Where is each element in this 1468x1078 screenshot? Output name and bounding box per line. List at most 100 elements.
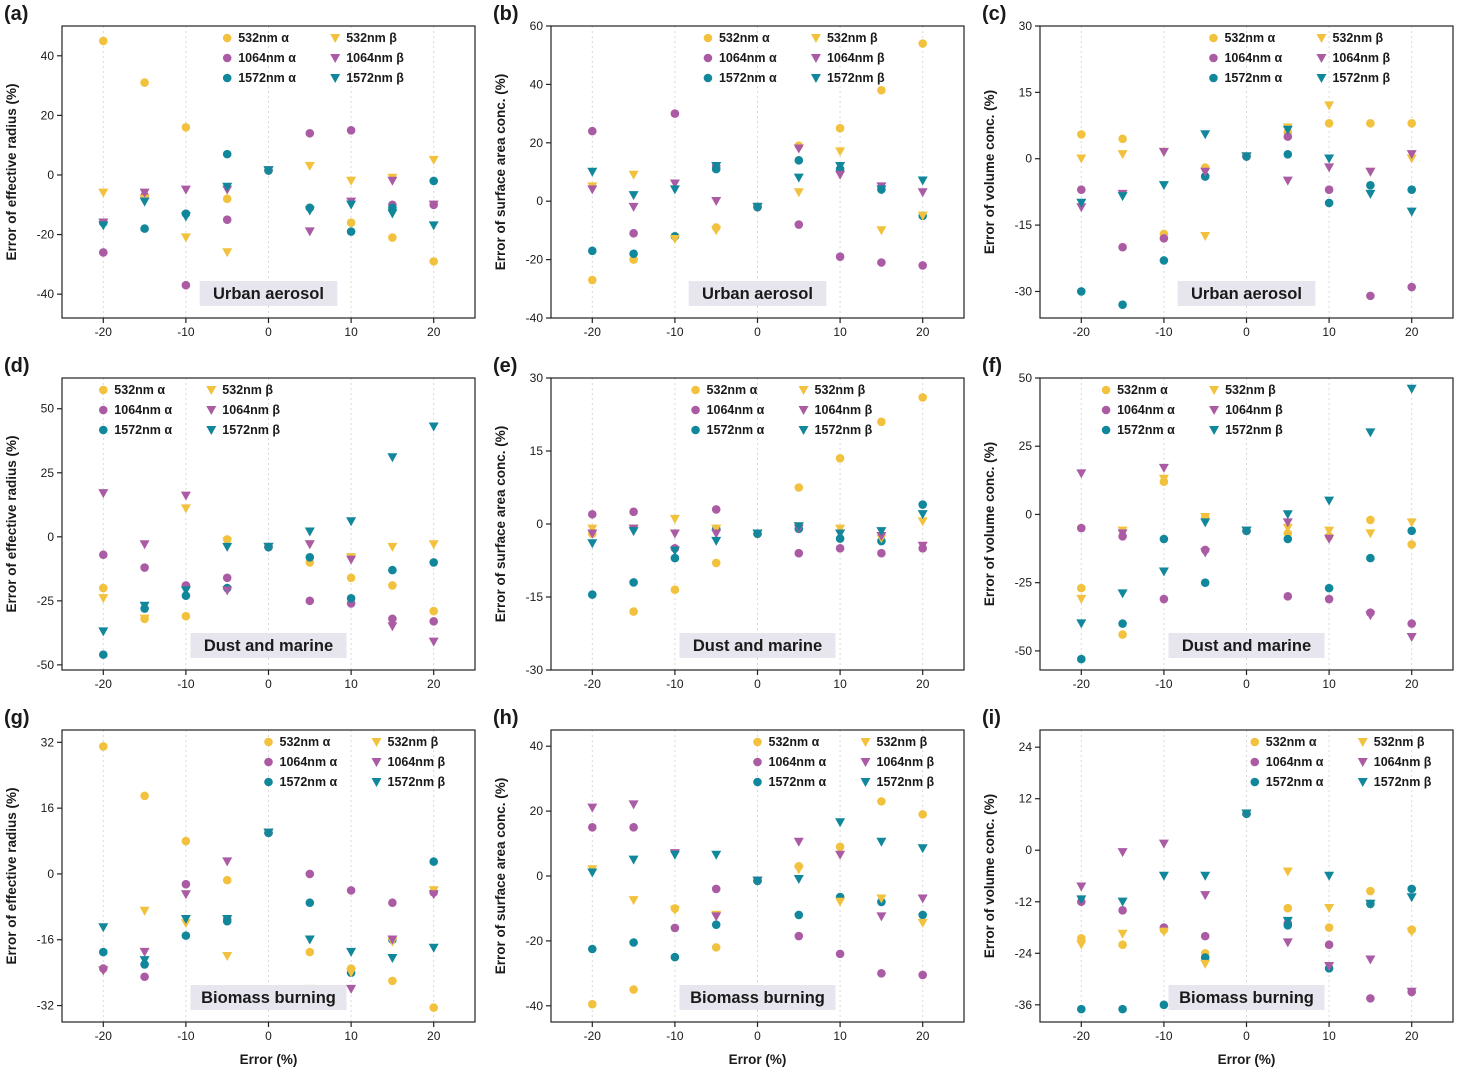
panel-title: Biomass burning — [679, 985, 836, 1010]
data-point — [1200, 959, 1211, 969]
legend-label: 1572nm α — [719, 71, 777, 85]
data-point — [835, 949, 845, 959]
data-point — [428, 943, 439, 953]
data-point — [1324, 198, 1334, 208]
data-point — [180, 586, 191, 596]
x-tick-label: -10 — [666, 325, 684, 339]
y-tick-label: 40 — [41, 49, 55, 63]
data-point — [1406, 150, 1417, 160]
data-point — [918, 261, 927, 270]
data-point — [428, 422, 439, 432]
chart-svg: -20 -10 0 10 20 -36 -24 -12 0 12 24 Error of volume… — [982, 707, 1454, 1067]
gridlines — [591, 730, 924, 1022]
panel-a: -20 -10 0 10 20 -40 -20 0 20 40 Error of effective… — [0, 0, 489, 352]
data-point — [835, 123, 845, 133]
legend-marker-circle — [703, 33, 713, 43]
data-point — [429, 606, 439, 616]
data-point — [876, 531, 887, 541]
x-tick-label: 10 — [344, 325, 358, 339]
data-point — [428, 221, 439, 231]
x-tick-label: 20 — [916, 677, 930, 691]
data-point — [1118, 134, 1127, 144]
legend-marker-triangle — [798, 386, 809, 395]
panel-label: (f) — [982, 355, 1002, 377]
data-point — [1076, 619, 1087, 629]
data-point — [629, 607, 638, 616]
data-point — [876, 894, 887, 904]
y-axis-label: Error of effective radius (%) — [4, 435, 19, 612]
data-point — [1077, 1004, 1086, 1014]
data-point — [588, 590, 597, 599]
data-point — [1324, 101, 1335, 111]
data-point — [711, 850, 722, 860]
data-point — [669, 546, 680, 556]
data-point — [1407, 119, 1416, 128]
data-point — [794, 910, 804, 920]
data-point — [1407, 185, 1416, 194]
data-point — [835, 252, 845, 261]
x-tick-label: -20 — [1073, 325, 1091, 339]
legend-label: 1572nm β — [1374, 775, 1432, 789]
y-axis-label: Error of volume conc. (%) — [982, 794, 997, 958]
data-point — [669, 185, 680, 195]
data-point — [1117, 929, 1128, 939]
data-point — [99, 583, 108, 593]
data-point — [1406, 207, 1417, 217]
data-point — [1283, 150, 1293, 159]
data-point — [180, 890, 191, 900]
panel-d: -20 -10 0 10 20 -50 -25 0 25 50 Error of effective… — [0, 352, 489, 704]
y-tick-label: -36 — [1015, 998, 1033, 1012]
data-point — [794, 220, 804, 229]
data-point — [918, 810, 927, 819]
data-point — [1366, 515, 1375, 525]
x-tick-label: 0 — [1243, 1029, 1250, 1043]
data-point — [1282, 916, 1293, 926]
data-point — [1365, 189, 1376, 199]
data-point — [794, 548, 804, 558]
x-tick-label: -10 — [177, 1029, 195, 1043]
data-point — [1117, 150, 1128, 160]
y-axis: -40 -20 0 20 40 — [526, 739, 551, 1013]
data-point — [1366, 180, 1375, 190]
data-point — [1365, 955, 1376, 965]
panel-label: (a) — [4, 3, 28, 25]
y-tick-label: 50 — [41, 402, 55, 416]
x-tick-label: 20 — [427, 1029, 441, 1043]
data-point — [1366, 119, 1375, 128]
legend-marker-triangle — [1209, 386, 1220, 395]
y-tick-label: 32 — [41, 735, 55, 749]
data-point — [670, 109, 680, 118]
panel-f: -20 -10 0 10 20 -50 -25 0 25 50 Error of volume co… — [978, 352, 1467, 704]
data-point — [1118, 906, 1127, 915]
data-point — [304, 540, 315, 550]
data-point — [1407, 619, 1416, 628]
chart-svg: -20 -10 0 10 20 -32 -16 0 16 32 Error of effective… — [4, 707, 476, 1067]
legend-marker-triangle — [1316, 54, 1327, 63]
series-1572nm β — [1076, 125, 1417, 217]
data-point — [1365, 167, 1376, 177]
data-point — [835, 818, 846, 828]
legend-label: 1572nm β — [388, 775, 446, 789]
y-tick-label: 16 — [41, 801, 55, 815]
data-point — [1158, 839, 1169, 849]
data-point — [669, 529, 680, 539]
data-point — [222, 951, 233, 961]
legend-label: 1064nm β — [346, 51, 404, 65]
legend: 532nm α 1064nm α 1572nm α 532nm β 1064nm β 15… — [1250, 735, 1432, 789]
panel-label: (i) — [982, 707, 1001, 729]
data-point — [587, 539, 598, 549]
data-point — [1241, 526, 1252, 536]
legend-label: 1064nm β — [815, 403, 873, 417]
x-tick-label: 20 — [1405, 325, 1419, 339]
legend-marker-triangle — [1209, 426, 1220, 435]
legend-marker-triangle — [330, 34, 341, 43]
data-point — [1282, 510, 1293, 520]
data-point — [1324, 163, 1335, 173]
y-axis-label: Error of effective radius (%) — [4, 787, 19, 964]
data-point — [305, 947, 315, 957]
data-point — [222, 248, 233, 258]
y-axis: -50 -25 0 25 50 — [1015, 371, 1040, 658]
data-point — [346, 947, 357, 957]
y-axis: -40 -20 0 20 40 60 — [526, 19, 551, 325]
panel-title-text: Urban aerosol — [1191, 285, 1302, 303]
